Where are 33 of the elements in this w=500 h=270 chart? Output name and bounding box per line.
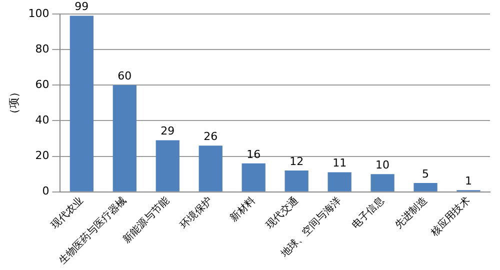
bar [284,170,308,192]
x-tick-label: 现代农业 [48,194,86,232]
y-axis-title: （项） [7,86,20,120]
x-tick-label: 现代交通 [264,194,301,232]
x-tick-label: 核应用技术 [428,194,472,240]
y-tick-label: 60 [35,78,50,92]
y-tick-label: 80 [35,42,50,56]
bar [112,85,136,192]
y-tick-label: 20 [35,149,50,162]
y-tick-label: 0 [42,184,50,198]
data-label: 10 [376,158,390,172]
x-tick-label: 先进制造 [392,194,430,232]
bar [370,174,394,192]
data-label: 16 [246,148,261,161]
data-label: 60 [118,70,132,83]
data-label: 5 [422,167,430,180]
y-tick-label: 40 [35,114,50,127]
data-label: 99 [74,0,89,14]
bar [70,16,94,192]
data-label: 29 [160,124,175,138]
y-tick-label: 100 [28,6,50,20]
data-label: 26 [204,130,218,143]
bar [198,146,222,192]
bar [414,182,438,192]
bar [242,163,266,192]
bar [156,140,180,192]
x-tick-label: 电子信息 [350,194,387,232]
x-tick-label: 环境保护 [178,194,215,232]
data-label: 1 [465,174,472,188]
data-label: 11 [332,156,347,170]
data-label: 12 [290,154,304,168]
x-tick-label: 新材料 [228,194,258,224]
bar [328,172,352,192]
